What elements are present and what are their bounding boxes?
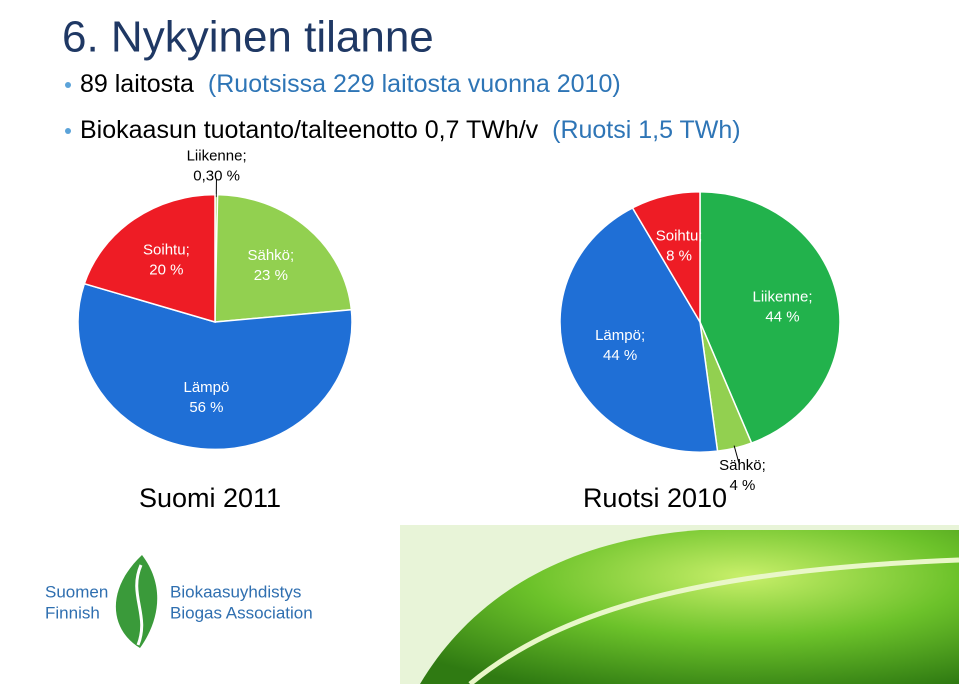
pie-slice: [77, 282, 353, 451]
chart-title: Ruotsi 2010: [583, 483, 727, 513]
data-label-value: 20 %: [149, 261, 183, 278]
data-label-category: Liikenne;: [187, 148, 247, 165]
data-label-category: Lämpö;: [595, 327, 645, 344]
leader-line: [733, 445, 740, 464]
data-label-category: Lämpö: [183, 379, 229, 396]
bullet-dot: [65, 82, 71, 88]
logo-text: Biogas Association: [170, 603, 313, 622]
pie-slice: [559, 206, 719, 453]
bullet-main: 89 laitosta: [80, 70, 194, 98]
data-label-value: 44 %: [603, 347, 637, 364]
data-label-category: Sähkö;: [719, 457, 766, 474]
data-label-category: Soihtu;: [656, 227, 703, 244]
data-label-value: 8 %: [666, 247, 692, 264]
bullet-dot: [65, 128, 71, 134]
data-label-value: 0,30 %: [193, 168, 240, 185]
bullet: Biokaasun tuotanto/talteenotto 0,7 TWh/v…: [80, 116, 741, 144]
logo-text: Finnish: [45, 603, 100, 622]
data-label-value: 56 %: [189, 399, 223, 416]
slide-title: 6. Nykyinen tilanne: [62, 13, 434, 62]
bullet: 89 laitosta (Ruotsissa 229 laitosta vuon…: [80, 70, 621, 98]
leaf-vein: [468, 557, 959, 684]
data-label-category: Sähkö;: [247, 247, 294, 264]
pie-slice: [83, 193, 216, 324]
data-label-value: 4 %: [730, 477, 756, 494]
data-label-category: Liikenne;: [752, 288, 812, 305]
bullet-note: (Ruotsi 1,5 TWh): [552, 116, 740, 144]
data-label-category: Soihtu;: [143, 241, 190, 258]
logo-text: Biokaasuyhdistys: [170, 582, 301, 601]
bullet-main: Biokaasun tuotanto/talteenotto 0,7 TWh/v: [80, 116, 539, 144]
data-label-value: 44 %: [765, 308, 799, 325]
data-label-value: 23 %: [254, 267, 288, 284]
logo-leaf-vein: [135, 564, 144, 646]
pie-slice: [631, 191, 701, 325]
chart-title: Suomi 2011: [139, 483, 281, 513]
logo-leaf: [115, 555, 158, 648]
pie-slice: [699, 191, 841, 445]
logo-text: Suomen: [45, 582, 108, 601]
pie-slice: [214, 193, 353, 323]
bullet-note: (Ruotsissa 229 laitosta vuonna 2010): [208, 70, 621, 98]
